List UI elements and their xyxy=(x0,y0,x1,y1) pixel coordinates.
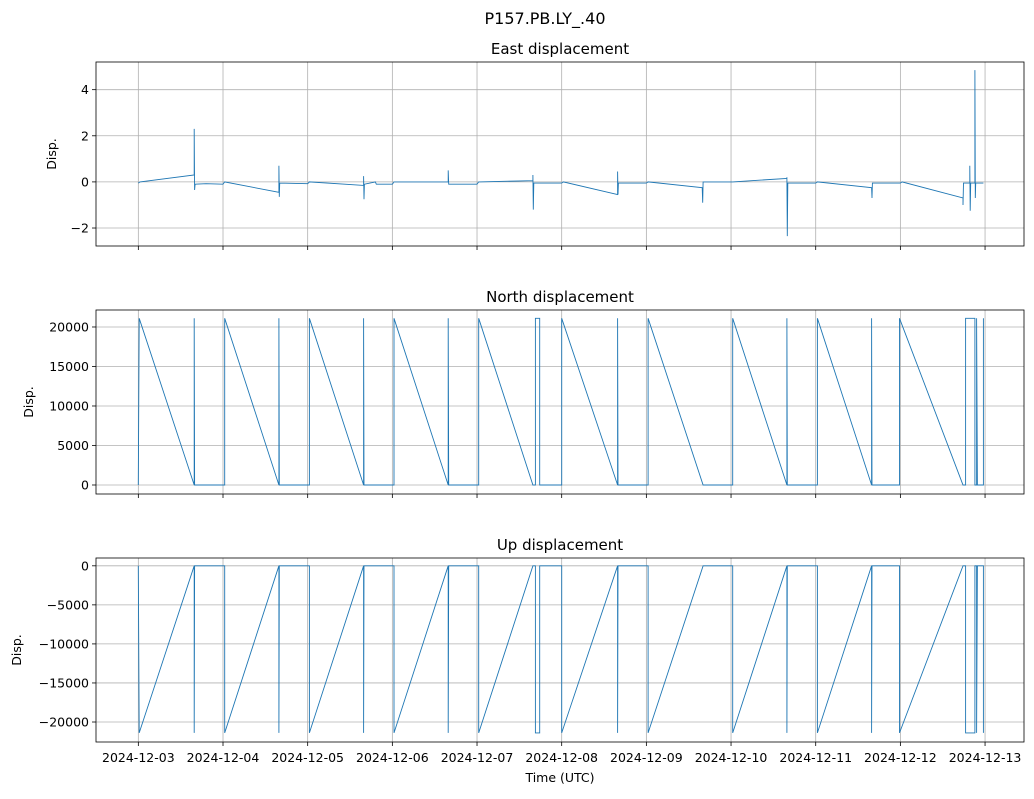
x-tick-label: 2024-12-11 xyxy=(779,750,852,765)
axes-frame xyxy=(95,309,1025,495)
y-tick-label: 4 xyxy=(81,82,89,97)
x-tick-label: 2024-12-05 xyxy=(271,750,344,765)
x-tick-label: 2024-12-10 xyxy=(695,750,768,765)
series-line-east xyxy=(138,70,984,237)
suptitle: P157.PB.LY_.40 xyxy=(485,9,606,29)
panel-title: North displacement xyxy=(486,288,634,306)
axes-frame xyxy=(95,557,1025,743)
x-tick-label: 2024-12-08 xyxy=(525,750,598,765)
panel-title: East displacement xyxy=(491,40,629,58)
y-tick-label: 0 xyxy=(81,477,89,492)
series-line-north xyxy=(137,317,984,486)
y-tick-label: 0 xyxy=(81,174,89,189)
x-tick-label: 2024-12-06 xyxy=(356,750,429,765)
y-tick-label: −5000 xyxy=(47,597,89,612)
y-tick-label: 15000 xyxy=(49,359,89,374)
y-tick-label: 0 xyxy=(81,558,89,573)
y-tick-label: 2 xyxy=(81,128,89,143)
x-tick-label: 2024-12-09 xyxy=(610,750,683,765)
x-axis-label: Time (UTC) xyxy=(524,770,594,785)
y-tick-label: −20000 xyxy=(39,715,89,730)
panel-title: Up displacement xyxy=(497,536,623,554)
x-tick-label: 2024-12-12 xyxy=(864,750,937,765)
y-tick-label: −2 xyxy=(71,221,89,236)
y-tick-label: 5000 xyxy=(57,438,89,453)
x-tick-label: 2024-12-04 xyxy=(187,750,260,765)
x-tick-label: 2024-12-07 xyxy=(441,750,514,765)
y-tick-label: −10000 xyxy=(39,636,89,651)
axes-frame xyxy=(95,61,1025,247)
y-tick-label: 10000 xyxy=(49,398,89,413)
y-axis-label: Disp. xyxy=(9,634,24,666)
y-axis-label: Disp. xyxy=(21,386,36,418)
x-tick-label: 2024-12-03 xyxy=(102,750,175,765)
x-tick-label: 2024-12-13 xyxy=(949,750,1022,765)
series-line-up xyxy=(137,565,984,734)
y-tick-label: −15000 xyxy=(39,675,89,690)
y-tick-label: 20000 xyxy=(49,319,89,334)
y-axis-label: Disp. xyxy=(44,138,59,170)
